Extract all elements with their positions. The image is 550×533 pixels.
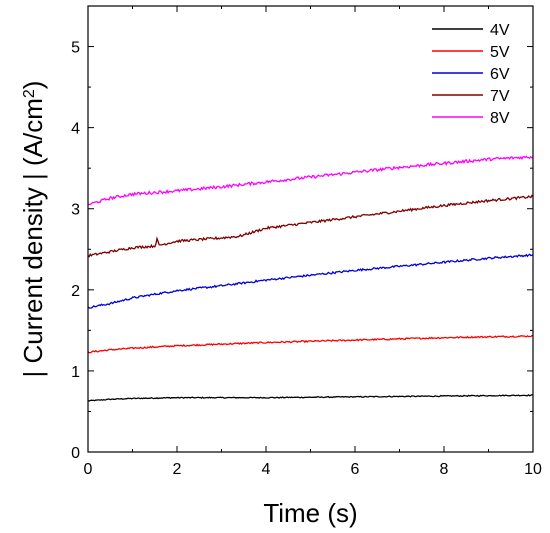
x-tick-label: 6: [351, 461, 360, 478]
legend-label-6v: 6V: [490, 66, 510, 83]
series-layer: [87, 155, 534, 402]
x-tick-label: 2: [173, 461, 182, 478]
y-axis-label: | Current density | (A/cm2): [18, 81, 48, 378]
x-tick-label: 8: [440, 461, 449, 478]
series-line-7v: [87, 194, 534, 258]
x-tick-label: 10: [524, 461, 542, 478]
x-tick-label: 0: [84, 461, 93, 478]
legend-label-7v: 7V: [490, 88, 510, 105]
y-axis-label-main: | Current density | (A/cm: [18, 98, 48, 377]
y-axis-label-end: ): [18, 81, 48, 90]
series-line-6v: [87, 253, 534, 309]
legend: 4V 5V 6V 7V 8V: [432, 22, 510, 127]
series-line-5v: [87, 334, 534, 354]
y-tick-label: 0: [71, 445, 80, 462]
x-axis-label: Time (s): [263, 498, 357, 528]
y-tick-label: 1: [71, 364, 80, 381]
y-tick-label: 5: [71, 40, 80, 57]
x-tick-label: 4: [262, 461, 271, 478]
legend-label-8v: 8V: [490, 110, 510, 127]
y-axis-label-superscript: 2: [21, 89, 38, 98]
ticks-layer: 0 2 4 6 8 10 0 1 2 3 4 5: [71, 6, 542, 478]
y-tick-label: 4: [71, 121, 80, 138]
series-line-8v: [87, 155, 534, 206]
legend-label-5v: 5V: [490, 44, 510, 61]
y-tick-label: 2: [71, 283, 80, 300]
series-line-4v: [87, 394, 534, 402]
y-tick-label: 3: [71, 202, 80, 219]
legend-label-4v: 4V: [490, 22, 510, 39]
